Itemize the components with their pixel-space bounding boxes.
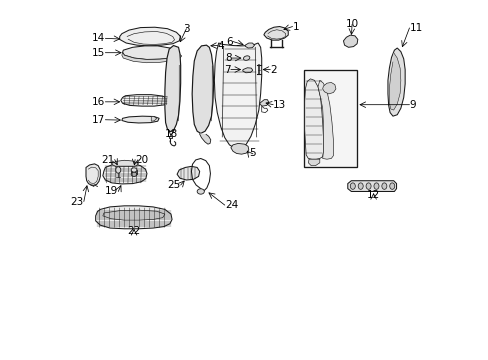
Text: 24: 24 <box>224 200 238 210</box>
Polygon shape <box>317 80 333 159</box>
Text: 7: 7 <box>224 64 230 75</box>
Text: 22: 22 <box>127 226 141 236</box>
Polygon shape <box>388 53 400 110</box>
Polygon shape <box>96 206 172 229</box>
Polygon shape <box>111 160 139 166</box>
Text: 14: 14 <box>92 33 105 43</box>
Ellipse shape <box>366 183 370 189</box>
Polygon shape <box>122 116 159 123</box>
Ellipse shape <box>131 172 137 176</box>
Polygon shape <box>259 100 268 106</box>
Ellipse shape <box>357 183 363 189</box>
Text: 11: 11 <box>408 23 422 33</box>
Polygon shape <box>264 27 287 40</box>
Text: 4: 4 <box>217 41 224 50</box>
Polygon shape <box>122 46 179 59</box>
Text: 9: 9 <box>408 100 415 110</box>
Polygon shape <box>214 43 261 148</box>
Polygon shape <box>347 181 396 192</box>
Text: 5: 5 <box>248 148 255 158</box>
Text: 13: 13 <box>273 100 286 110</box>
Text: 21: 21 <box>101 154 115 165</box>
Polygon shape <box>244 43 254 48</box>
Polygon shape <box>304 79 323 159</box>
Polygon shape <box>164 45 180 132</box>
Polygon shape <box>230 143 248 154</box>
Polygon shape <box>151 117 156 121</box>
Text: 16: 16 <box>92 97 105 107</box>
Polygon shape <box>322 82 335 94</box>
Ellipse shape <box>131 168 137 172</box>
Text: 1: 1 <box>292 22 299 32</box>
Polygon shape <box>387 48 405 116</box>
Polygon shape <box>242 68 252 73</box>
Polygon shape <box>192 45 213 134</box>
Polygon shape <box>199 134 210 144</box>
Text: 17: 17 <box>92 115 105 125</box>
Text: 12: 12 <box>366 190 380 200</box>
Text: 20: 20 <box>135 154 148 165</box>
Polygon shape <box>120 27 180 46</box>
Ellipse shape <box>373 183 378 189</box>
Ellipse shape <box>197 189 204 194</box>
Ellipse shape <box>381 183 386 189</box>
Polygon shape <box>172 55 179 61</box>
Text: 25: 25 <box>167 180 180 190</box>
Polygon shape <box>121 95 168 106</box>
Polygon shape <box>175 54 182 58</box>
Text: 2: 2 <box>270 64 276 75</box>
Ellipse shape <box>349 183 355 189</box>
Polygon shape <box>177 166 199 180</box>
Ellipse shape <box>243 56 249 60</box>
Polygon shape <box>86 164 100 185</box>
Text: 10: 10 <box>345 19 358 30</box>
Ellipse shape <box>389 183 394 189</box>
Text: 18: 18 <box>164 129 177 139</box>
Bar <box>304 70 356 167</box>
Text: 23: 23 <box>70 197 83 207</box>
Ellipse shape <box>116 167 121 173</box>
Polygon shape <box>308 159 319 166</box>
Text: 15: 15 <box>92 48 105 58</box>
Text: 3: 3 <box>183 24 189 34</box>
Polygon shape <box>122 52 179 63</box>
Bar <box>168 135 172 138</box>
Polygon shape <box>102 164 147 184</box>
Text: 8: 8 <box>225 53 231 63</box>
Polygon shape <box>343 35 357 47</box>
Text: 6: 6 <box>226 37 233 46</box>
Bar <box>131 170 137 174</box>
Text: 19: 19 <box>105 186 118 197</box>
